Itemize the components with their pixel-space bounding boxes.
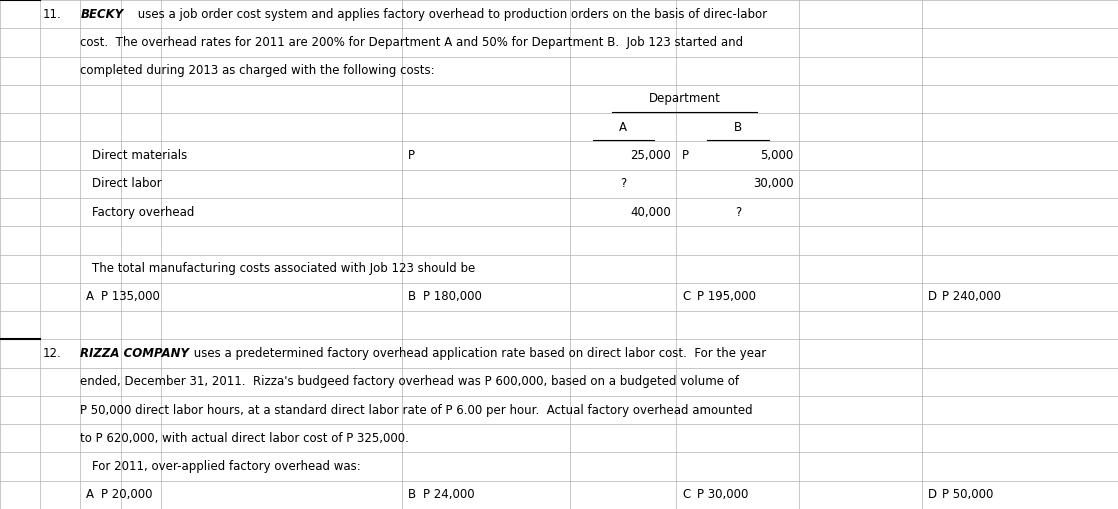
- Text: uses a job order cost system and applies factory overhead to production orders o: uses a job order cost system and applies…: [134, 8, 767, 21]
- Text: P 195,000: P 195,000: [697, 291, 756, 303]
- Text: 40,000: 40,000: [631, 206, 671, 218]
- Text: 30,000: 30,000: [754, 177, 794, 190]
- Text: cost.  The overhead rates for 2011 are 200% for Department A and 50% for Departm: cost. The overhead rates for 2011 are 20…: [80, 36, 743, 49]
- Text: C: C: [682, 291, 690, 303]
- Text: P 240,000: P 240,000: [942, 291, 1002, 303]
- Text: to P 620,000, with actual direct labor cost of P 325,000.: to P 620,000, with actual direct labor c…: [80, 432, 409, 445]
- Text: RIZZA COMPANY: RIZZA COMPANY: [80, 347, 189, 360]
- Text: P: P: [682, 149, 689, 162]
- Text: BECKY: BECKY: [80, 8, 124, 21]
- Text: B: B: [733, 121, 742, 134]
- Text: P 24,000: P 24,000: [423, 488, 474, 501]
- Text: B: B: [408, 488, 416, 501]
- Text: A: A: [619, 121, 627, 134]
- Text: P: P: [408, 149, 415, 162]
- Text: P 135,000: P 135,000: [101, 291, 160, 303]
- Text: P 180,000: P 180,000: [423, 291, 482, 303]
- Text: ended, December 31, 2011.  Rizza's budgeed factory overhead was P 600,000, based: ended, December 31, 2011. Rizza's budgee…: [80, 375, 739, 388]
- Text: D: D: [928, 488, 937, 501]
- Text: For 2011, over-applied factory overhead was:: For 2011, over-applied factory overhead …: [92, 460, 360, 473]
- Text: 11.: 11.: [42, 8, 61, 21]
- Text: 12.: 12.: [42, 347, 61, 360]
- Text: The total manufacturing costs associated with Job 123 should be: The total manufacturing costs associated…: [92, 262, 475, 275]
- Text: B: B: [408, 291, 416, 303]
- Text: completed during 2013 as charged with the following costs:: completed during 2013 as charged with th…: [80, 64, 435, 77]
- Text: P 30,000: P 30,000: [697, 488, 748, 501]
- Text: P 20,000: P 20,000: [101, 488, 152, 501]
- Text: D: D: [928, 291, 937, 303]
- Text: Direct labor: Direct labor: [92, 177, 161, 190]
- Text: 25,000: 25,000: [631, 149, 671, 162]
- Text: ?: ?: [620, 177, 626, 190]
- Text: ?: ?: [735, 206, 741, 218]
- Text: A: A: [86, 291, 94, 303]
- Text: P 50,000: P 50,000: [942, 488, 994, 501]
- Text: Department: Department: [648, 93, 721, 105]
- Text: uses a predetermined factory overhead application rate based on direct labor cos: uses a predetermined factory overhead ap…: [190, 347, 766, 360]
- Text: A: A: [86, 488, 94, 501]
- Text: 5,000: 5,000: [760, 149, 794, 162]
- Text: P 50,000 direct labor hours, at a standard direct labor rate of P 6.00 per hour.: P 50,000 direct labor hours, at a standa…: [80, 404, 754, 416]
- Text: Direct materials: Direct materials: [92, 149, 187, 162]
- Text: Factory overhead: Factory overhead: [92, 206, 195, 218]
- Text: C: C: [682, 488, 690, 501]
